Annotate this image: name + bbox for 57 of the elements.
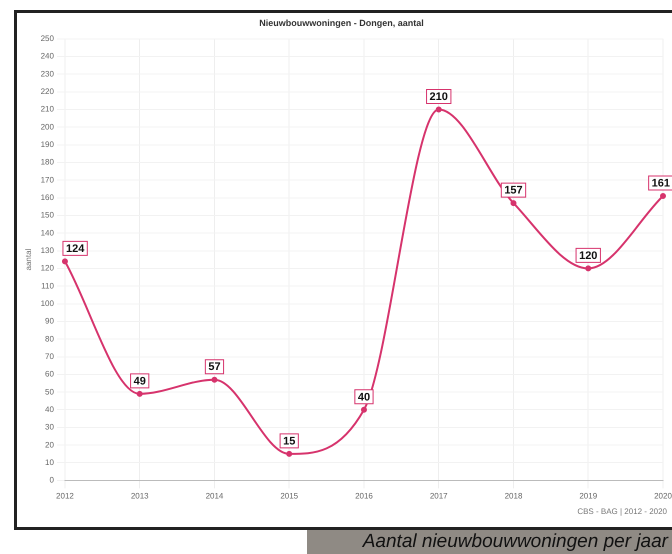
x-tick-label: 2019 xyxy=(579,491,598,500)
x-tick-label: 2017 xyxy=(430,491,448,500)
y-tick-label: 210 xyxy=(40,104,54,114)
y-tick-label: 140 xyxy=(40,228,54,238)
x-tick-label: 2016 xyxy=(355,491,374,500)
y-tick-label: 90 xyxy=(45,316,54,326)
point xyxy=(660,193,666,200)
y-tick-label: 70 xyxy=(45,352,54,361)
data-label: 15 xyxy=(283,435,296,448)
y-tick-label: 50 xyxy=(45,387,54,396)
y-tick-label: 0 xyxy=(49,476,54,485)
y-tick-label: 10 xyxy=(45,458,54,467)
y-tick-label: 200 xyxy=(40,122,54,132)
data-label: 124 xyxy=(66,242,86,255)
y-tick-label: 230 xyxy=(40,69,54,78)
y-tick-label: 30 xyxy=(45,422,54,432)
y-tick-label: 150 xyxy=(40,210,54,220)
x-tick-label: 2020 xyxy=(654,491,672,500)
y-tick-label: 40 xyxy=(45,404,54,414)
x-tick-label: 2015 xyxy=(280,491,299,500)
data-label: 210 xyxy=(430,90,448,103)
point xyxy=(211,376,218,383)
y-tick-label: 220 xyxy=(40,86,54,96)
data-label: 40 xyxy=(358,391,370,404)
point xyxy=(436,106,442,112)
text: CBS - BAG | 2012 - 2020 xyxy=(577,507,667,516)
data-label: 157 xyxy=(504,184,523,197)
data-label: 161 xyxy=(652,178,670,190)
chart-title: Nieuwbouwwoningen - Dongen, aantal xyxy=(259,18,424,28)
y-tick-label: 180 xyxy=(40,158,54,167)
data-label: 120 xyxy=(579,250,598,262)
point xyxy=(585,265,592,272)
y-tick-label: 110 xyxy=(41,281,54,290)
x-tick-label: 2012 xyxy=(56,491,74,500)
y-tick-label: 250 xyxy=(40,34,54,44)
y-tick-label: 60 xyxy=(45,370,54,379)
y-tick-label: 20 xyxy=(45,440,54,450)
text: Aantal nieuwbouwwoningen per jaar xyxy=(307,530,672,554)
x-tick-label: 2018 xyxy=(504,491,523,500)
y-tick-label: 190 xyxy=(40,140,54,149)
data-label: 57 xyxy=(208,361,221,374)
y-axis-title: aantal xyxy=(24,248,34,270)
y-tick-label: 160 xyxy=(40,192,54,202)
x-tick-label: 2013 xyxy=(130,491,150,500)
point xyxy=(360,406,367,413)
x-tick-label: 2014 xyxy=(206,491,224,500)
point xyxy=(62,258,68,264)
y-tick-label: 240 xyxy=(40,52,54,61)
point xyxy=(136,390,143,397)
y-tick-label: 170 xyxy=(40,175,54,184)
y-tick-label: 120 xyxy=(40,264,54,273)
y-tick-label: 130 xyxy=(40,246,54,255)
y-tick-label: 100 xyxy=(40,298,54,308)
data-label: 49 xyxy=(134,375,146,388)
y-tick-label: 80 xyxy=(45,334,54,344)
point xyxy=(510,200,516,206)
point xyxy=(286,450,292,457)
